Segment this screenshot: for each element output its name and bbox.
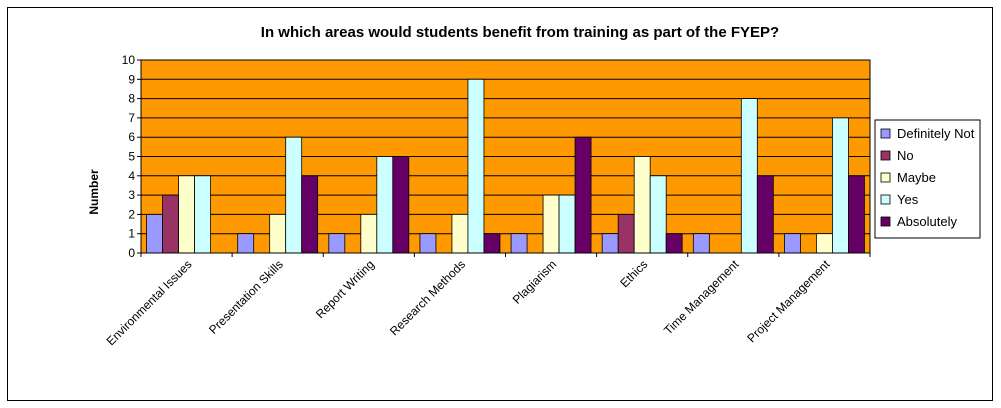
x-category-label: Presentation Skills xyxy=(206,257,286,337)
plot-border xyxy=(140,59,871,254)
chart-title: In which areas would students benefit fr… xyxy=(261,24,779,41)
bar-no xyxy=(162,194,179,254)
legend-swatch xyxy=(880,194,891,205)
legend-label: Yes xyxy=(897,192,919,207)
legend-label: Definitely Not xyxy=(897,126,975,141)
bar-definitely-not xyxy=(601,233,619,254)
bar-yes xyxy=(649,175,667,254)
bar-no xyxy=(617,213,635,254)
y-tick-label: 6 xyxy=(128,130,135,144)
x-category-label: Time Management xyxy=(661,257,742,338)
bar-maybe xyxy=(178,175,195,254)
y-tick-label: 8 xyxy=(128,92,135,106)
y-tick-label: 1 xyxy=(128,227,135,241)
x-category-label: Environmental Issues xyxy=(104,257,195,348)
x-category-label: Report Writing xyxy=(313,257,377,321)
bar-definitely-not xyxy=(419,233,437,254)
bar-absolutely xyxy=(392,156,410,254)
bar-absolutely xyxy=(848,175,865,254)
bar-definitely-not xyxy=(146,213,163,254)
bar-yes xyxy=(832,117,849,254)
bar-absolutely xyxy=(665,233,683,254)
y-tick-label: 2 xyxy=(128,207,135,221)
bar-absolutely xyxy=(483,233,501,254)
y-tick-label: 3 xyxy=(128,188,135,202)
legend-label: Absolutely xyxy=(897,214,957,229)
bar-maybe xyxy=(633,156,651,254)
bar-absolutely xyxy=(756,175,774,254)
bar-yes xyxy=(285,136,303,254)
bar-definitely-not xyxy=(692,233,710,254)
y-axis-title: Number xyxy=(87,169,101,215)
bar-definitely-not xyxy=(328,233,346,254)
plot-area: 0 1 2 3 4 5 6 7 8 9 10 Environmental Issues Presenta… xyxy=(104,53,871,348)
x-category-label: Ethics xyxy=(617,257,650,290)
legend: Definitely Not No Maybe Yes Absolutely xyxy=(874,119,981,239)
bar-definitely-not xyxy=(510,233,528,254)
bar-yes xyxy=(467,78,485,254)
x-category-label: Plagiarism xyxy=(510,257,560,307)
bar-maybe xyxy=(542,194,560,254)
x-category-label: Project Management xyxy=(744,257,833,346)
legend-box xyxy=(874,119,981,239)
legend-swatch xyxy=(880,216,891,227)
y-tick-label: 9 xyxy=(128,72,135,86)
bar-maybe xyxy=(360,213,378,254)
bar-maybe xyxy=(269,213,287,254)
bar-yes xyxy=(558,194,576,254)
bar-definitely-not xyxy=(784,233,801,254)
bar-maybe xyxy=(816,233,833,254)
y-tick-label: 4 xyxy=(128,169,135,183)
bar-maybe xyxy=(451,213,469,254)
y-tick-label: 7 xyxy=(128,111,135,125)
legend-label: No xyxy=(897,148,914,163)
bar-yes xyxy=(376,156,394,254)
bar-absolutely xyxy=(301,175,319,254)
y-tick-label: 10 xyxy=(122,53,136,67)
bar-yes xyxy=(740,98,758,254)
y-tick-label: 0 xyxy=(128,246,135,260)
y-tick-label: 5 xyxy=(128,150,135,164)
bar-definitely-not xyxy=(237,233,255,254)
bar-absolutely xyxy=(574,136,592,254)
legend-label: Maybe xyxy=(897,170,936,185)
x-category-label: Research Methods xyxy=(387,257,468,338)
bar-yes xyxy=(194,175,211,254)
legend-swatch xyxy=(880,128,891,139)
legend-swatch xyxy=(880,150,891,161)
legend-swatch xyxy=(880,172,891,183)
